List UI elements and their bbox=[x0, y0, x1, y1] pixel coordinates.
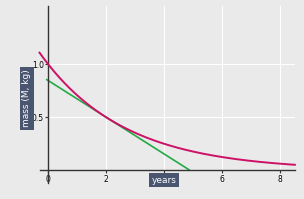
Text: mass (M, kg): mass (M, kg) bbox=[22, 69, 31, 127]
Text: years: years bbox=[152, 176, 177, 185]
